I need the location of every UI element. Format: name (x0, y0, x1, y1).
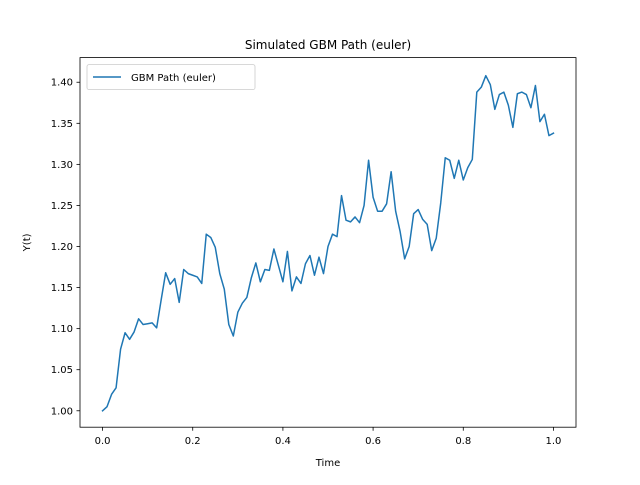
y-tick-label: 1.05 (51, 365, 73, 376)
y-tick-label: 1.25 (51, 201, 73, 212)
y-tick-label: 1.10 (51, 324, 73, 335)
y-tick-label: 1.20 (51, 242, 73, 253)
y-tick-label: 1.40 (51, 78, 73, 89)
x-tick-label: 0.0 (95, 436, 111, 447)
legend-entry-label: GBM Path (euler) (131, 73, 216, 84)
axes-frame (79, 57, 577, 428)
y-axis-label: Y(t) (22, 233, 33, 252)
legend-box (86, 64, 256, 90)
y-tick-label: 1.30 (51, 160, 73, 171)
legend: GBM Path (euler) (86, 64, 256, 90)
x-tick-label: 0.2 (185, 436, 201, 447)
y-tick-label: 1.00 (51, 406, 73, 417)
plot-area (80, 57, 576, 428)
x-tick-label: 0.6 (365, 436, 381, 447)
y-tick-label: 1.15 (51, 283, 73, 294)
series-line-gbm-path (101, 74, 555, 412)
y-tick-label: 1.35 (51, 119, 73, 130)
ticks-layer: 0.0 0.2 0.4 0.6 0.8 1.0 1.00 1.05 1.10 1.15 1.20 1.… (51, 78, 562, 447)
x-tick-label: 0.4 (275, 436, 291, 447)
series-layer (101, 74, 555, 412)
x-tick-label: 1.0 (546, 436, 562, 447)
x-tick-label: 0.8 (455, 436, 471, 447)
x-axis-label: Time (315, 458, 340, 469)
chart-title: Simulated GBM Path (euler) (245, 38, 411, 52)
